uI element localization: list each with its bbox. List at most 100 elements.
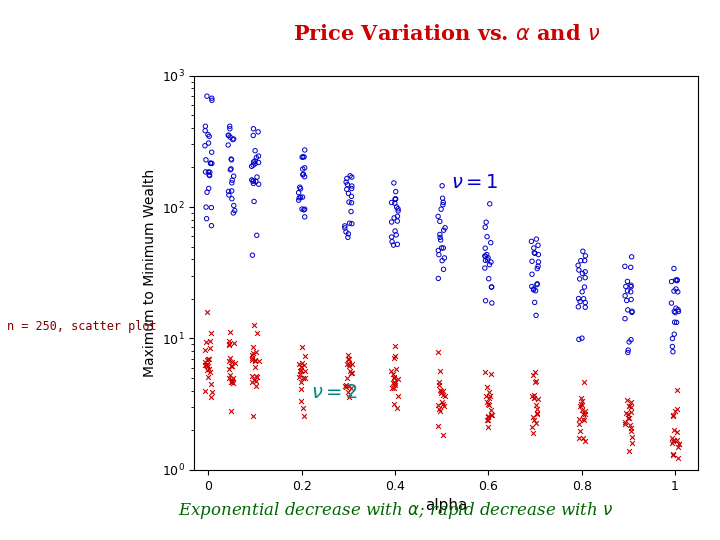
Point bbox=[297, 403, 308, 412]
Point bbox=[573, 420, 585, 428]
Point bbox=[533, 258, 544, 266]
Point bbox=[436, 256, 448, 265]
Point bbox=[580, 273, 591, 282]
Point bbox=[486, 282, 498, 291]
Point bbox=[226, 194, 238, 203]
Point bbox=[223, 373, 235, 382]
Point bbox=[392, 212, 403, 220]
Point bbox=[580, 298, 591, 307]
Point bbox=[625, 287, 636, 296]
Point bbox=[346, 369, 358, 377]
Point bbox=[392, 207, 404, 215]
Point bbox=[387, 241, 399, 249]
Point bbox=[200, 338, 212, 346]
Point bbox=[227, 376, 238, 384]
Point bbox=[223, 191, 235, 199]
Point bbox=[619, 417, 631, 426]
Point bbox=[202, 365, 213, 374]
Point bbox=[579, 409, 590, 418]
Point bbox=[388, 384, 400, 393]
Point bbox=[223, 131, 235, 140]
Point bbox=[253, 158, 264, 167]
Point bbox=[526, 423, 538, 431]
Point bbox=[202, 130, 214, 139]
Point bbox=[672, 307, 684, 316]
Point bbox=[199, 141, 211, 150]
Point bbox=[343, 219, 355, 227]
Text: $\nu = 1$: $\nu = 1$ bbox=[451, 174, 498, 192]
Point bbox=[343, 354, 354, 363]
Point bbox=[199, 357, 211, 366]
Point bbox=[226, 377, 238, 386]
Point bbox=[485, 369, 497, 378]
Point bbox=[204, 171, 215, 180]
Point bbox=[225, 362, 236, 370]
Point bbox=[389, 199, 400, 207]
Point bbox=[479, 252, 490, 260]
Point bbox=[295, 193, 307, 201]
Point bbox=[296, 205, 307, 213]
Point bbox=[206, 387, 217, 396]
Point bbox=[625, 420, 636, 429]
Point bbox=[438, 226, 449, 234]
Point bbox=[199, 122, 211, 131]
Point bbox=[625, 335, 636, 344]
Point bbox=[343, 230, 354, 238]
Point bbox=[670, 304, 682, 313]
Point bbox=[482, 415, 493, 424]
Point bbox=[294, 193, 305, 202]
Point bbox=[228, 201, 240, 210]
Point bbox=[201, 92, 212, 100]
Point bbox=[390, 195, 402, 204]
Point bbox=[343, 362, 355, 370]
Point bbox=[392, 217, 403, 225]
Point bbox=[433, 405, 445, 414]
Point bbox=[666, 277, 678, 286]
Point bbox=[672, 440, 684, 448]
Point bbox=[225, 155, 237, 164]
Point bbox=[344, 172, 356, 180]
Point bbox=[528, 285, 539, 293]
Point bbox=[249, 159, 261, 168]
Point bbox=[386, 233, 397, 241]
Point bbox=[342, 351, 354, 360]
Point bbox=[434, 230, 446, 239]
Point bbox=[199, 126, 211, 135]
Point bbox=[528, 370, 539, 379]
Point bbox=[622, 287, 634, 295]
Point bbox=[526, 282, 538, 291]
X-axis label: alpha: alpha bbox=[426, 498, 467, 513]
Point bbox=[225, 165, 237, 173]
Point bbox=[248, 348, 259, 357]
Point bbox=[206, 159, 217, 168]
Point bbox=[528, 391, 540, 400]
Point bbox=[577, 415, 589, 423]
Point bbox=[668, 287, 680, 295]
Point bbox=[529, 368, 541, 376]
Point bbox=[484, 199, 495, 208]
Point bbox=[293, 373, 305, 381]
Point bbox=[225, 377, 237, 386]
Point bbox=[224, 371, 235, 380]
Point bbox=[578, 294, 590, 303]
Point bbox=[340, 381, 351, 389]
Point bbox=[572, 261, 584, 269]
Point bbox=[666, 439, 678, 448]
Point bbox=[573, 335, 585, 343]
Point bbox=[670, 308, 681, 317]
Point bbox=[529, 298, 541, 307]
Point bbox=[339, 221, 351, 230]
Point bbox=[436, 386, 447, 395]
Point bbox=[625, 263, 636, 272]
Point bbox=[200, 203, 212, 212]
Point bbox=[529, 377, 541, 386]
Point bbox=[532, 262, 544, 271]
Point bbox=[485, 410, 496, 419]
Point bbox=[626, 438, 637, 447]
Point bbox=[225, 165, 236, 174]
Point bbox=[575, 297, 586, 306]
Point bbox=[480, 218, 492, 226]
Point bbox=[251, 153, 262, 162]
Point bbox=[438, 265, 449, 274]
Point bbox=[432, 212, 444, 221]
